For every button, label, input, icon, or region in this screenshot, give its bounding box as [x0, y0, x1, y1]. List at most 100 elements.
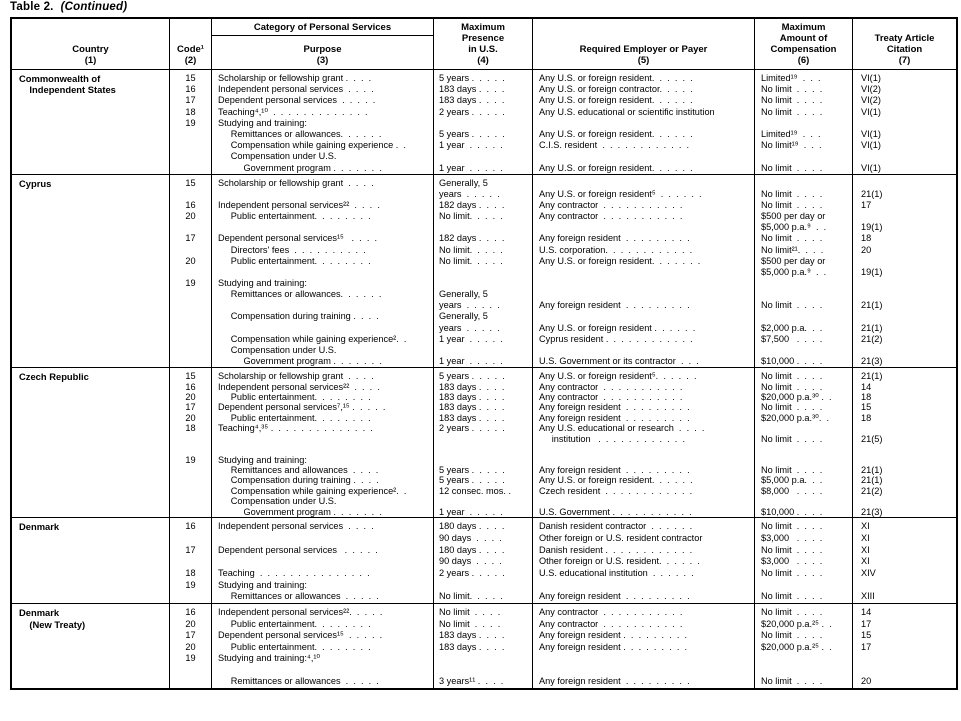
cite-line [861, 455, 956, 465]
code-line: 17 [185, 544, 196, 555]
country-row: Commonwealth of Independent States 15 16 17… [12, 70, 956, 174]
purpose-line: Remittances or allowances . . . . . [218, 676, 379, 687]
payer-line: Any foreign resident . . . . . . . . . [539, 412, 690, 423]
cite-line: XI [861, 521, 870, 532]
purpose-line: Compensation while gaining experience². … [218, 485, 407, 496]
code-line [170, 311, 211, 322]
cite-line: 21(1) [861, 475, 883, 486]
payer-line: Any U.S. educational or research . . . . [539, 423, 705, 434]
table-title-prefix: Table 2. [10, 1, 54, 13]
payer-line: Danish resident contractor . . . . . . [539, 521, 693, 532]
payer-line: Any foreign resident . . . . . . . . . [539, 591, 690, 602]
comp-line [761, 665, 852, 677]
cite-line: 21(1) [861, 465, 883, 476]
comp-line: $8,000 . . . . [761, 485, 823, 496]
code-line: 15 [185, 73, 196, 83]
country-name: Cyprus [19, 177, 52, 189]
cite-line [861, 345, 956, 356]
cite-line: XI [861, 532, 870, 543]
code-line [170, 222, 211, 233]
purpose-line: Remittances or allowances . . . . . [218, 591, 379, 602]
code-line: 17 [185, 95, 196, 106]
cite-line: VI(1) [861, 140, 881, 151]
header-category-span: Category of Personal Services [212, 19, 433, 36]
presence-column-cell: No limit . . . . No limit . . . . 183 days… [434, 604, 533, 688]
table-title-continued: (Continued) [60, 1, 128, 13]
code-line: 19 [185, 117, 196, 128]
comp-line [761, 444, 852, 454]
comp-line [761, 178, 852, 189]
purpose-column-cell: Independent personal services . . . . De… [212, 518, 434, 604]
cite-column-cell: 21(1) 17 19(1) 18 20 19(1) 21(1) 21(1) 21(2)… [853, 175, 956, 367]
code-line [170, 129, 211, 140]
purpose-line: Government program . . . . . . . [218, 162, 382, 173]
comp-line: $10,000 . . . . [761, 355, 823, 366]
code-line: 16 [185, 521, 196, 532]
comp-line: No limit . . . . [761, 199, 823, 210]
header-country: Country (1) [12, 19, 170, 69]
payer-line: Any U.S. or foreign resident. . . . . . [539, 95, 693, 106]
purpose-line: Directors' fees . . . . . . . . . . [218, 244, 366, 255]
code-line [170, 323, 211, 334]
tax-treaty-table: Country (1) Code¹ (2) Category of Person… [10, 17, 958, 690]
code-line [170, 267, 211, 278]
cite-line [861, 256, 956, 267]
presence-line: Generally, 5 [439, 289, 488, 300]
comp-line: No limit . . . . [761, 676, 823, 687]
cite-column-cell: 14 17 15 17 20 [853, 604, 956, 688]
code-line: 20 [185, 412, 196, 423]
presence-line: 2 years . . . . . [439, 567, 505, 578]
comp-line: $500 per day or [761, 255, 826, 266]
payer-line: Any foreign resident . . . . . . . . . [539, 676, 690, 687]
purpose-line: Independent personal services²². . . . . [218, 607, 383, 618]
comp-line [761, 289, 852, 300]
code-line: 16 [185, 381, 196, 392]
cite-line: 18 [861, 412, 872, 423]
code-line [170, 507, 211, 517]
purpose-line [218, 300, 433, 311]
cite-line: 15 [861, 402, 872, 413]
purpose-line: Public entertainment. . . . . . . . [218, 618, 371, 629]
code-line: 18 [185, 106, 196, 117]
header-max-presence: Maximum Presence in U.S. (4) [434, 19, 533, 69]
payer-line: Danish resident . . . . . . . . . . . . [539, 544, 693, 555]
header-required-payer: Required Employer or Payer (5) [533, 19, 755, 69]
payer-line [539, 118, 754, 129]
table-header-row: Country (1) Code¹ (2) Category of Person… [12, 19, 956, 70]
comp-line: No limit . . . . [761, 567, 823, 578]
code-line [170, 434, 211, 444]
comp-line: No limit . . . . [761, 591, 823, 602]
cite-line: 20 [861, 244, 872, 255]
code-line [170, 496, 211, 506]
cite-line [861, 278, 956, 289]
country-row: Cyprus 15 16 20 17 20 19 Scholarship or fe… [12, 173, 956, 368]
code-line: 19 [185, 454, 196, 465]
comp-line: $7,500 . . . . [761, 333, 823, 344]
presence-line [439, 665, 532, 677]
cite-line [861, 665, 956, 677]
country-row: Denmark (New Treaty) 16 20 17 20 19 Independe… [12, 603, 956, 688]
comp-column-cell: Limited¹⁹ . . . No limit . . . . No limit … [755, 70, 853, 174]
payer-line: Any contractor . . . . . . . . . . . [539, 199, 683, 210]
code-line: 20 [185, 618, 196, 629]
payer-line: Any U.S. or foreign contractor. . . . . [539, 84, 693, 95]
purpose-line [218, 189, 433, 200]
comp-line [761, 580, 852, 592]
presence-line: 180 days . . . . [439, 521, 505, 532]
cite-line: 18 [861, 233, 872, 244]
cite-line [861, 211, 956, 222]
comp-line: No limit . . . . [761, 433, 823, 444]
presence-line: years . . . . . [439, 322, 500, 333]
presence-line: No limit . . . . [439, 607, 501, 618]
cite-line: 21(1) [861, 300, 883, 311]
code-line: 16 [185, 84, 196, 95]
comp-line: $3,000 . . . . [761, 532, 823, 543]
purpose-line [218, 665, 433, 677]
payer-line: Any U.S. or foreign resident⁵. . . . . . [539, 371, 697, 382]
presence-line: 5 years . . . . . [439, 371, 505, 382]
cite-line: 19(1) [861, 266, 883, 277]
comp-line: No limit . . . . [761, 300, 823, 311]
table-title: Table 2. (Continued) [10, 1, 127, 13]
code-column-cell: 16 20 17 20 19 [170, 604, 212, 688]
header-comp-number: (6) [797, 55, 810, 66]
